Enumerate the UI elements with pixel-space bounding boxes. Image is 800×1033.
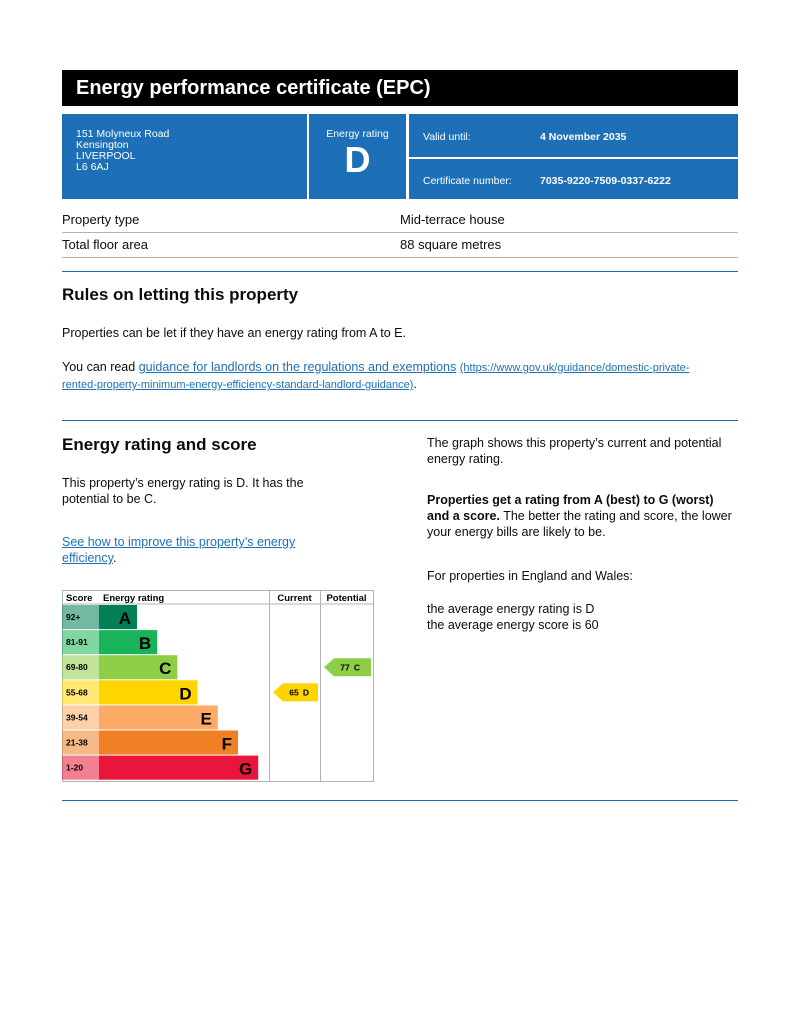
score-cell xyxy=(62,680,99,705)
address-line: Kensington xyxy=(76,139,129,151)
address: 151 Molyneux Road Kensington LIVERPOOL L… xyxy=(62,114,307,199)
paragraph: the average energy rating is D xyxy=(427,602,595,616)
current-score: 65 xyxy=(289,687,299,697)
band-letter: F xyxy=(222,735,232,754)
label: Total floor area xyxy=(62,237,148,252)
column-header: Energy rating xyxy=(103,593,164,604)
rating-box: Energy rating D xyxy=(309,114,406,199)
score-cell xyxy=(62,730,99,755)
paragraph: the average energy score is 60 xyxy=(427,618,599,632)
band-score: 39-54 xyxy=(66,712,88,722)
band-letter: E xyxy=(200,709,211,728)
paragraph: Properties get a rating from A (best) to… xyxy=(427,492,738,540)
value: 88 square metres xyxy=(400,237,502,252)
column-header: Score xyxy=(66,593,92,604)
valid-until: Valid until: 4 November 2035 xyxy=(409,114,738,157)
band-score: 55-68 xyxy=(66,687,88,697)
rating-letter: D xyxy=(344,139,371,180)
column-header: Current xyxy=(277,593,312,604)
score-cell xyxy=(62,705,99,730)
property-row: Property type Mid-terrace house xyxy=(62,208,738,233)
divider xyxy=(62,800,738,801)
address-line: LIVERPOOL xyxy=(76,150,136,162)
rating-graph: Score Energy rating Current Potential 92+ A 81… xyxy=(62,590,374,782)
score-cell xyxy=(62,605,99,630)
bold-text: Properties get a rating from A (best) to… xyxy=(427,493,714,523)
paragraph: For properties in England and Wales: xyxy=(427,569,633,583)
label: Valid until: xyxy=(423,131,471,143)
band-score: 1-20 xyxy=(66,763,83,773)
band-score: 92+ xyxy=(66,612,80,622)
label: Property type xyxy=(62,212,140,227)
paragraph: This property’s energy rating is D. It h… xyxy=(62,476,304,506)
link[interactable]: See how to improve this property’s energ… xyxy=(62,535,296,565)
band-bar xyxy=(99,705,218,730)
divider xyxy=(62,271,738,272)
potential-arrow xyxy=(324,658,371,677)
band-bar xyxy=(99,730,238,755)
link-url[interactable]: (https://www.gov.uk/guidance/domestic-pr… xyxy=(62,362,690,391)
paragraph: The graph shows this property’s current … xyxy=(427,436,722,466)
value: Mid-terrace house xyxy=(400,212,505,227)
band-letter: G xyxy=(239,760,252,779)
band-bar xyxy=(99,630,158,655)
value: 7035-9220-7509-0337-6222 xyxy=(540,175,671,187)
potential-letter: C xyxy=(354,662,360,672)
text: . xyxy=(112,551,117,565)
section-title: Rules on letting this property xyxy=(62,285,299,304)
column-header: Potential xyxy=(326,593,366,604)
text: You can read xyxy=(62,360,139,374)
band-bar xyxy=(99,605,137,630)
band-letter: C xyxy=(159,659,171,678)
score-cell xyxy=(62,755,99,780)
band-bar xyxy=(99,755,259,780)
band-letter: A xyxy=(119,609,131,628)
current-arrow xyxy=(273,683,318,702)
score-cell xyxy=(62,655,99,680)
band-score: 69-80 xyxy=(66,662,88,672)
rating-label: Energy rating xyxy=(326,128,389,140)
divider xyxy=(62,420,738,421)
link[interactable]: guidance for landlords on the regulation… xyxy=(138,360,457,374)
current-letter: D xyxy=(303,687,309,697)
address-line: 151 Molyneux Road xyxy=(76,128,170,140)
title: Energy performance certificate (EPC) xyxy=(62,70,738,106)
value: 4 November 2035 xyxy=(540,131,627,143)
potential-score: 77 xyxy=(340,662,350,672)
band-letter: B xyxy=(139,634,151,653)
text: . xyxy=(413,377,417,391)
text: The better the rating and score, the low… xyxy=(427,509,732,539)
paragraph: You can read guidance for landlords on t… xyxy=(62,359,722,393)
paragraph: See how to improve this property’s energ… xyxy=(62,534,332,566)
certificate: Certificate number: 7035-9220-7509-0337-… xyxy=(409,159,738,199)
band-letter: D xyxy=(179,684,191,703)
address-line: L6 6AJ xyxy=(76,161,109,173)
label: Certificate number: xyxy=(423,175,512,187)
band-bar xyxy=(99,655,178,680)
section-title: Energy rating and score xyxy=(62,435,257,454)
paragraph: Properties can be let if they have an en… xyxy=(62,326,406,340)
band-score: 21-38 xyxy=(66,738,88,748)
property-row: Total floor area 88 square metres xyxy=(62,233,738,258)
band-score: 81-91 xyxy=(66,637,88,647)
score-cell xyxy=(62,630,99,655)
band-bar xyxy=(99,680,198,705)
